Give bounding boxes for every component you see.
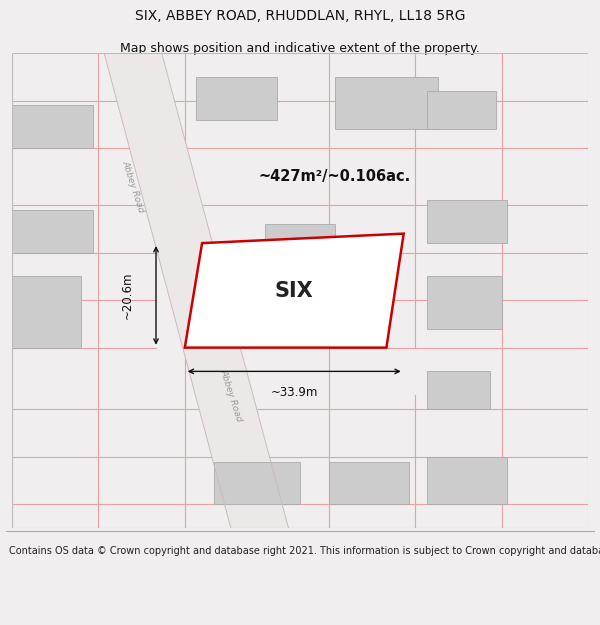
Polygon shape <box>185 234 404 348</box>
Bar <box>335 77 438 129</box>
Bar <box>214 462 300 504</box>
Polygon shape <box>104 53 289 528</box>
Bar <box>427 371 490 409</box>
Text: ~20.6m: ~20.6m <box>121 272 134 319</box>
Bar <box>12 210 92 252</box>
Bar <box>329 462 409 504</box>
Bar <box>12 106 92 148</box>
Text: SIX: SIX <box>275 281 314 301</box>
Text: Abbey Road: Abbey Road <box>218 368 244 423</box>
Bar <box>265 224 335 267</box>
Bar <box>427 201 508 243</box>
Bar <box>12 276 81 348</box>
Bar <box>427 276 502 329</box>
Text: Contains OS data © Crown copyright and database right 2021. This information is : Contains OS data © Crown copyright and d… <box>9 546 600 556</box>
Text: ~33.9m: ~33.9m <box>271 386 318 399</box>
Bar <box>427 91 496 129</box>
Text: SIX, ABBEY ROAD, RHUDDLAN, RHYL, LL18 5RG: SIX, ABBEY ROAD, RHUDDLAN, RHYL, LL18 5R… <box>135 9 465 22</box>
Text: Map shows position and indicative extent of the property.: Map shows position and indicative extent… <box>120 42 480 55</box>
Text: Abbey Road: Abbey Road <box>120 159 146 213</box>
Bar <box>427 457 508 504</box>
Text: ~427m²/~0.106ac.: ~427m²/~0.106ac. <box>259 169 410 184</box>
Bar <box>196 77 277 119</box>
